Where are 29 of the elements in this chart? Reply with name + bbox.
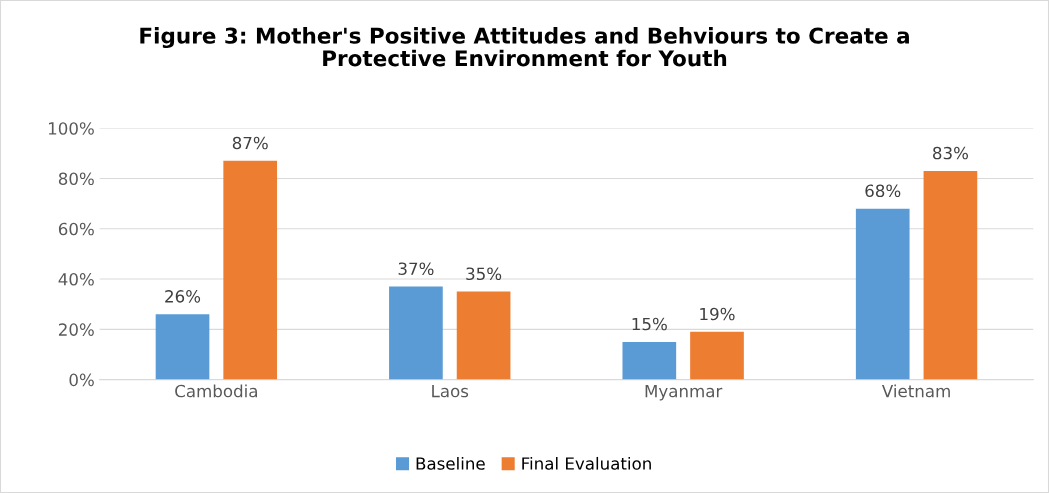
chart-title: Figure 3: Mother's Positive Attitudes and Behviours to Create a Protective Environment for Youth (140, 27, 909, 67)
data-label: 83% (933, 146, 969, 160)
bar (690, 331, 744, 380)
x-tick-label: Cambodia (175, 384, 257, 398)
data-label: 35% (466, 267, 502, 281)
y-tick-label: 0% (69, 373, 94, 387)
x-tick-label: Laos (432, 384, 469, 398)
y-tick-label: 40% (58, 273, 94, 286)
data-label: 68% (865, 184, 901, 198)
x-tick-label: Vietnam (881, 384, 950, 398)
bar (389, 286, 443, 380)
bar (622, 341, 677, 380)
data-label: 15% (632, 317, 667, 331)
data-label: 87% (232, 136, 268, 150)
bar (855, 208, 910, 380)
bar (456, 291, 511, 380)
data-label: 19% (700, 307, 735, 321)
x-tick-label: Myanmar (645, 384, 723, 401)
legend-label: Baseline (416, 456, 485, 470)
data-label: 37% (398, 262, 434, 276)
y-tick-label: 80% (58, 172, 94, 186)
legend-label: Final Evaluation (522, 456, 651, 470)
y-tick-label: 60% (58, 222, 94, 236)
data-label: 26% (165, 290, 201, 303)
bar (223, 160, 278, 380)
y-tick-label: 20% (58, 323, 94, 336)
bar (923, 170, 978, 380)
y-tick-label: 100% (48, 122, 94, 135)
bar (155, 314, 210, 380)
